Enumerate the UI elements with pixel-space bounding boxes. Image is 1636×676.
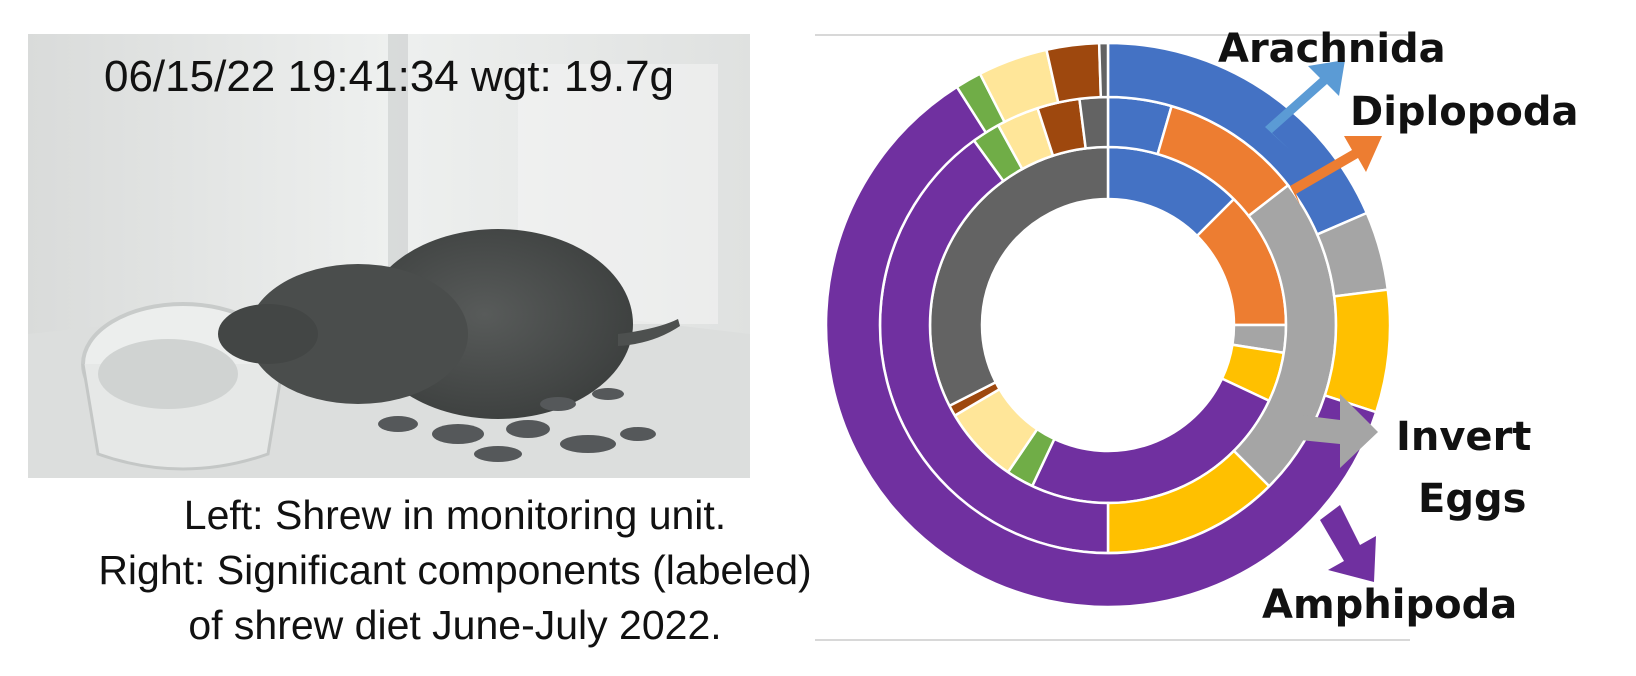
ring-2-segment-darkgray: [1078, 95, 1110, 150]
ring-3-segment-purple: [824, 85, 1378, 609]
diplopoda-arrow: [1290, 136, 1382, 205]
ring-3-segment-yellow: [1323, 288, 1392, 414]
arachnida-arrow: [1265, 60, 1345, 150]
caption-line-3: of shrew diet June-July 2022.: [188, 602, 722, 648]
label-diplopoda: Diplopoda: [1350, 89, 1578, 135]
caption-line-2: Right: Significant components (labeled): [98, 547, 812, 593]
caption-line-1: Left: Shrew in monitoring unit.: [183, 492, 727, 538]
label-amphipoda: Amphipoda: [1262, 582, 1517, 628]
shrew-photo-image: [28, 34, 750, 478]
label-invert: Invert: [1396, 414, 1531, 460]
figure-caption: Left: Shrew in monitoring unit. Right: S…: [30, 488, 880, 653]
invert-eggs-arrow: [1300, 394, 1378, 468]
label-arachnida: Arachnida: [1218, 26, 1446, 72]
amphipoda-arrow: [1320, 505, 1376, 582]
shrew-photo: 06/15/22 19:41:34 wgt: 19.7g: [28, 34, 750, 478]
photo-timestamp: 06/15/22 19:41:34 wgt: 19.7g: [103, 52, 675, 101]
ring-3-segment-darkgray: [1097, 41, 1110, 99]
label-eggs: Eggs: [1418, 476, 1526, 522]
sunburst-rings: [824, 41, 1392, 609]
